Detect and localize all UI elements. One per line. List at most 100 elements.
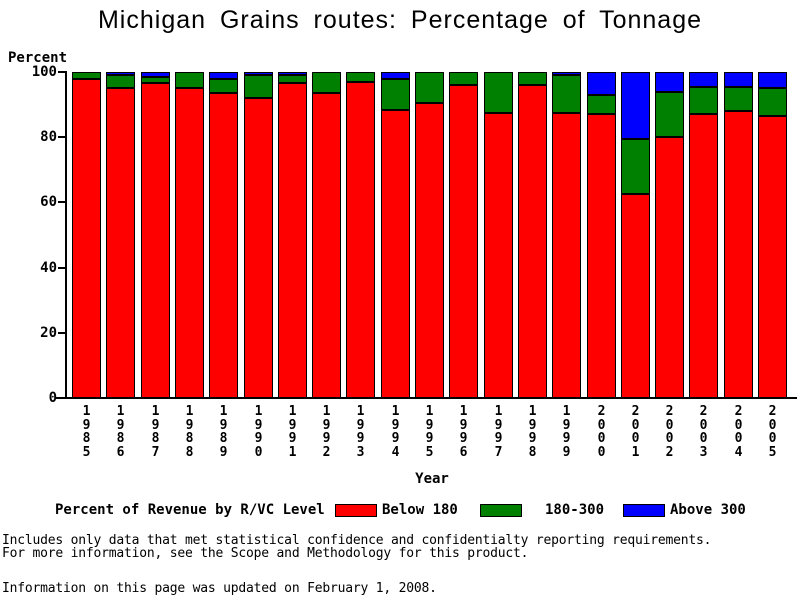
bar-1994-above-300 xyxy=(381,72,410,79)
bar-1989-below-180 xyxy=(209,93,238,398)
x-label-digit: 0 xyxy=(597,431,606,446)
bar-2004-above-300 xyxy=(724,72,753,87)
bar-1989-above-300 xyxy=(209,72,238,79)
x-label-digit: 1 xyxy=(425,404,434,419)
bar-1987-180-300 xyxy=(141,76,170,84)
y-tick-100 xyxy=(58,71,66,73)
x-label-digit: 0 xyxy=(699,417,708,433)
bar-1996-below-180 xyxy=(449,85,478,398)
footnote-line-3: Information on this page was updated on … xyxy=(2,581,437,596)
y-tick-80 xyxy=(58,136,66,139)
x-label-digit: 6 xyxy=(459,444,468,460)
y-tick-20 xyxy=(58,331,66,334)
bar-1989 xyxy=(209,72,238,398)
x-label-digit: 9 xyxy=(356,431,365,446)
bar-1988 xyxy=(175,72,204,398)
x-label-digit: 9 xyxy=(425,417,434,433)
x-label-digit: 1 xyxy=(116,404,125,419)
bar-2001-below-180 xyxy=(621,194,650,398)
bar-1994-below-180 xyxy=(381,109,410,398)
x-label-digit: 9 xyxy=(254,417,263,433)
x-label-digit: 0 xyxy=(734,431,743,446)
bar-1995-below-180 xyxy=(415,102,444,398)
x-label-digit: 1 xyxy=(631,444,640,460)
bar-2000-below-180 xyxy=(587,114,616,398)
bar-1987-above-300 xyxy=(141,72,170,77)
x-label-digit: 1 xyxy=(185,404,194,419)
bar-1993 xyxy=(346,72,375,398)
bar-1987 xyxy=(141,72,170,398)
x-label-digit: 2 xyxy=(597,404,606,419)
x-label-digit: 5 xyxy=(425,444,434,460)
x-label-digit: 8 xyxy=(116,431,125,446)
bar-2004-180-300 xyxy=(724,86,753,112)
y-tick-40 xyxy=(58,266,66,269)
x-label-digit: 5 xyxy=(82,444,91,460)
x-label-digit: 0 xyxy=(597,417,606,433)
x-axis-line xyxy=(55,397,797,399)
x-label-digit: 0 xyxy=(597,444,606,460)
y-tick-60 xyxy=(58,201,66,204)
bar-1994 xyxy=(381,72,410,398)
bar-2001-180-300 xyxy=(621,138,650,195)
bar-2003-below-180 xyxy=(689,114,718,398)
bar-1985 xyxy=(72,72,101,398)
bar-1987-below-180 xyxy=(141,83,170,398)
x-label-digit: 1 xyxy=(288,404,297,419)
bar-2002-above-300 xyxy=(655,72,684,92)
bar-1986-below-180 xyxy=(106,88,135,398)
bar-1990-below-180 xyxy=(244,98,273,398)
x-label-digit: 9 xyxy=(254,431,263,446)
bar-1993-below-180 xyxy=(346,81,375,398)
bar-2005-180-300 xyxy=(758,88,787,117)
bar-2005 xyxy=(758,72,787,398)
x-label-digit: 9 xyxy=(288,417,297,433)
bar-1985-180-300 xyxy=(72,72,101,79)
x-label-digit: 8 xyxy=(82,431,91,446)
chart-title: Michigan Grains routes: Percentage of To… xyxy=(97,6,703,34)
x-axis-title: Year xyxy=(415,471,449,487)
legend-swatch-below-180 xyxy=(335,504,377,517)
bar-2002 xyxy=(655,72,684,398)
x-label-digit: 9 xyxy=(562,444,571,460)
x-label-digit: 9 xyxy=(459,417,468,433)
x-label-digit: 0 xyxy=(734,417,743,433)
y-tick-label-0: 0 xyxy=(48,390,57,406)
legend-label-below-180: Below 180 xyxy=(382,502,458,518)
x-label-digit: 9 xyxy=(151,417,160,433)
bar-1985-below-180 xyxy=(72,78,101,398)
y-axis-line xyxy=(65,71,67,398)
bar-1999-180-300 xyxy=(552,75,581,113)
x-label-digit: 8 xyxy=(219,431,228,446)
bar-1998-180-300 xyxy=(518,72,547,86)
bar-2005-above-300 xyxy=(758,72,787,89)
x-label-digit: 9 xyxy=(219,417,228,433)
x-label-digit: 4 xyxy=(391,444,400,460)
x-label-digit: 0 xyxy=(699,431,708,446)
bar-1991 xyxy=(278,72,307,398)
x-label-digit: 2 xyxy=(665,444,674,460)
y-axis-title: Percent xyxy=(8,50,68,66)
x-label-digit: 5 xyxy=(768,444,777,460)
x-label-digit: 9 xyxy=(528,431,537,446)
x-label-digit: 9 xyxy=(459,431,468,446)
x-label-digit: 9 xyxy=(356,417,365,433)
y-tick-label-40: 40 xyxy=(40,259,57,276)
bar-2002-below-180 xyxy=(655,137,684,398)
x-label-digit: 9 xyxy=(494,431,503,446)
